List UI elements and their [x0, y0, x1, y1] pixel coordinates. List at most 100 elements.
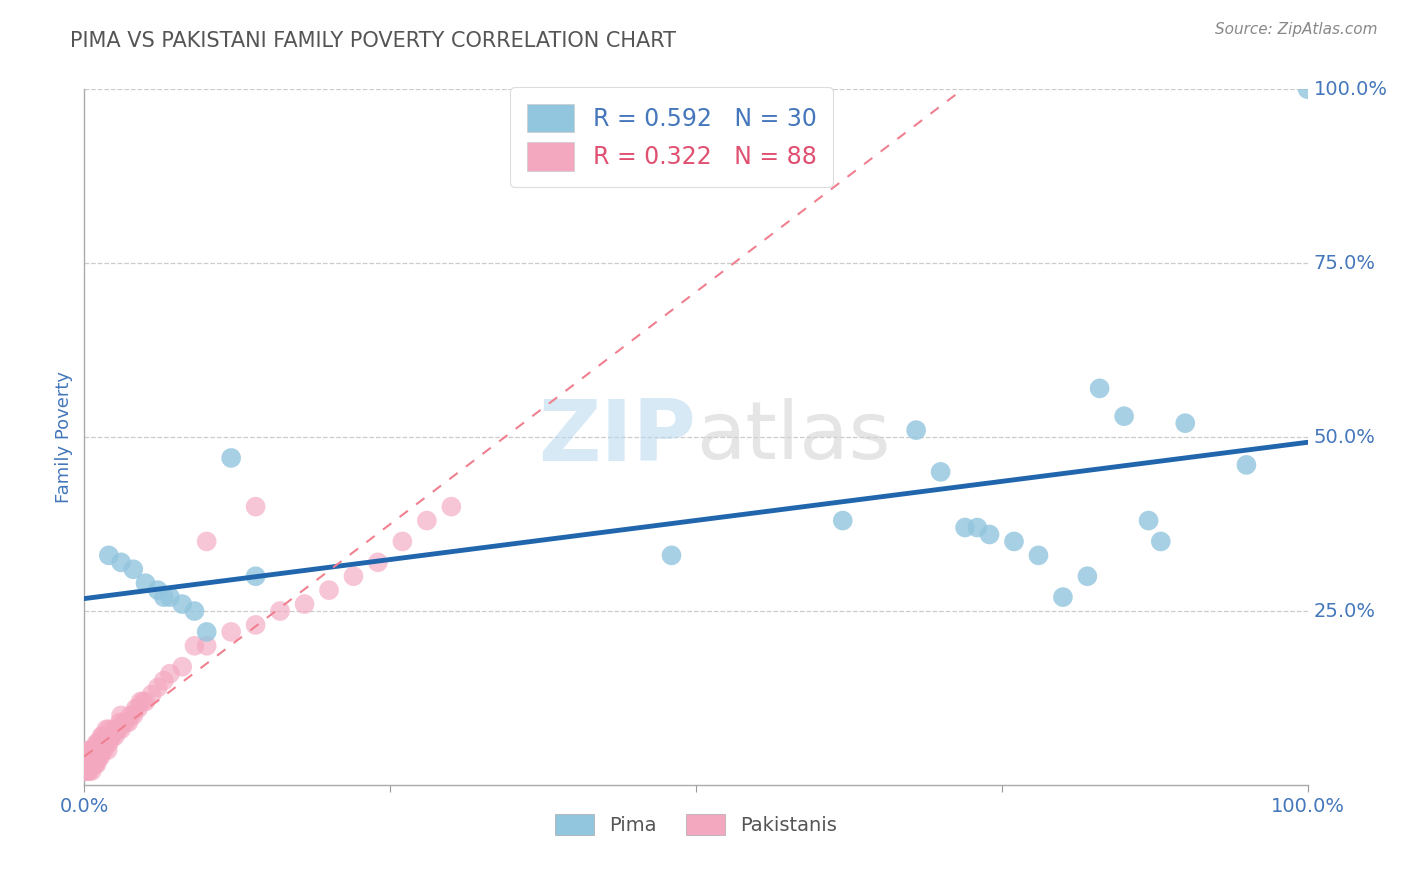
Point — [87, 736, 110, 750]
Text: atlas: atlas — [696, 398, 890, 476]
Point — [159, 666, 181, 681]
Point — [115, 715, 138, 730]
Point — [101, 729, 124, 743]
Point — [129, 694, 152, 708]
Point — [97, 549, 120, 563]
Point — [110, 708, 132, 723]
Point — [318, 583, 340, 598]
Point — [77, 764, 100, 778]
Point — [110, 723, 132, 737]
Point — [1028, 549, 1050, 563]
Text: 100.0%: 100.0% — [1313, 79, 1388, 99]
Point — [97, 729, 120, 743]
Point — [159, 590, 181, 604]
Point — [79, 757, 101, 772]
Point — [172, 659, 194, 673]
Point — [105, 723, 128, 737]
Point — [269, 604, 291, 618]
Point — [112, 715, 135, 730]
Point — [76, 757, 98, 772]
Point — [153, 673, 176, 688]
Text: 25.0%: 25.0% — [1313, 601, 1375, 621]
Point — [132, 694, 155, 708]
Point — [100, 729, 122, 743]
Point — [73, 764, 96, 778]
Point — [122, 562, 145, 576]
Point — [76, 750, 98, 764]
Point — [440, 500, 463, 514]
Point — [979, 527, 1001, 541]
Point — [108, 715, 131, 730]
Point — [245, 618, 267, 632]
Point — [82, 757, 104, 772]
Legend: Pima, Pakistanis: Pima, Pakistanis — [546, 805, 846, 845]
Point — [80, 757, 103, 772]
Point — [93, 729, 115, 743]
Point — [87, 750, 110, 764]
Point — [76, 764, 98, 778]
Point — [89, 750, 111, 764]
Point — [77, 750, 100, 764]
Point — [75, 757, 97, 772]
Point — [94, 736, 117, 750]
Point — [77, 743, 100, 757]
Point — [77, 764, 100, 778]
Point — [86, 736, 108, 750]
Point — [183, 639, 205, 653]
Point — [905, 423, 928, 437]
Point — [195, 639, 218, 653]
Point — [831, 514, 853, 528]
Point — [1296, 82, 1319, 96]
Point — [80, 743, 103, 757]
Point — [96, 723, 118, 737]
Point — [107, 723, 129, 737]
Point — [105, 723, 128, 737]
Point — [1088, 381, 1111, 395]
Point — [195, 534, 218, 549]
Point — [77, 757, 100, 772]
Point — [245, 569, 267, 583]
Text: 50.0%: 50.0% — [1313, 427, 1375, 447]
Point — [97, 743, 120, 757]
Point — [83, 743, 105, 757]
Point — [146, 583, 169, 598]
Point — [125, 701, 148, 715]
Text: PIMA VS PAKISTANI FAMILY POVERTY CORRELATION CHART: PIMA VS PAKISTANI FAMILY POVERTY CORRELA… — [70, 31, 676, 51]
Point — [86, 750, 108, 764]
Point — [82, 750, 104, 764]
Point — [87, 750, 110, 764]
Point — [1150, 534, 1173, 549]
Point — [219, 624, 242, 639]
Point — [84, 743, 107, 757]
Point — [929, 465, 952, 479]
Point — [75, 764, 97, 778]
Point — [103, 723, 125, 737]
Point — [91, 729, 114, 743]
Point — [79, 743, 101, 757]
Point — [98, 729, 121, 743]
Point — [294, 597, 316, 611]
Point — [172, 597, 194, 611]
Point — [135, 694, 157, 708]
Point — [135, 576, 157, 591]
Point — [183, 604, 205, 618]
Point — [245, 500, 267, 514]
Point — [86, 757, 108, 772]
Point — [117, 715, 139, 730]
Point — [141, 688, 163, 702]
Point — [966, 520, 988, 534]
Point — [73, 757, 96, 772]
Point — [1174, 416, 1197, 430]
Text: ZIP: ZIP — [538, 395, 696, 479]
Point — [195, 624, 218, 639]
Point — [661, 549, 683, 563]
Point — [97, 736, 120, 750]
Point — [90, 729, 112, 743]
Point — [77, 757, 100, 772]
Point — [953, 520, 976, 534]
Point — [367, 555, 389, 569]
Point — [79, 750, 101, 764]
Point — [122, 708, 145, 723]
Point — [342, 569, 364, 583]
Point — [80, 764, 103, 778]
